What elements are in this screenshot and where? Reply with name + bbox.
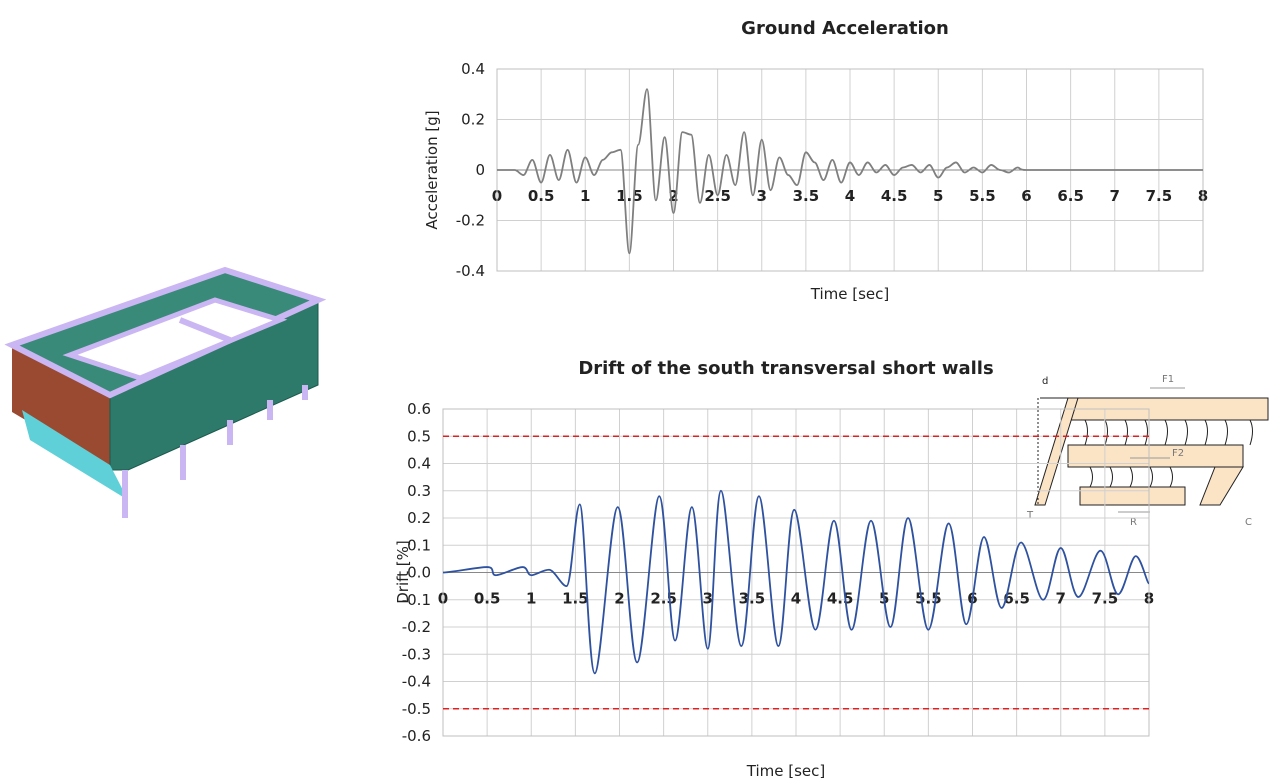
x-tick-label: 7 xyxy=(1110,187,1120,205)
diagram-label: R xyxy=(1130,517,1137,528)
y-tick-label: 0.2 xyxy=(407,509,431,527)
x-tick-label: 3 xyxy=(703,590,713,608)
beam-bottom xyxy=(1079,486,1186,506)
x-tick-label: 5.5 xyxy=(969,187,996,205)
base xyxy=(22,410,128,500)
x-tick-label: 7.5 xyxy=(1092,590,1119,608)
y-tick-label: 0.2 xyxy=(461,111,485,129)
x-tick-label: 1 xyxy=(580,187,590,205)
columns xyxy=(122,385,308,518)
x-tick-label: 0.5 xyxy=(528,187,555,205)
x-tick-label: 3 xyxy=(757,187,767,205)
chart-title: Ground Acceleration xyxy=(741,18,949,39)
y-tick-label: -0.4 xyxy=(402,673,431,691)
beam xyxy=(178,317,232,343)
y-tick-label: -0.4 xyxy=(456,262,485,280)
x-tick-label: 1 xyxy=(526,590,536,608)
diagram-label: T xyxy=(1026,510,1034,521)
wall-diagram: d F1 F2 T R C xyxy=(1026,374,1269,528)
strut-right xyxy=(1199,466,1244,506)
x-tick-label: 7 xyxy=(1056,590,1066,608)
x-tick-label: 6.5 xyxy=(1003,590,1030,608)
y-axis-title: Drift [%] xyxy=(394,540,412,604)
beam-middle xyxy=(1067,444,1244,468)
strut xyxy=(1034,397,1079,506)
y-tick-label: -0.5 xyxy=(402,700,431,718)
y-tick-label: 0.6 xyxy=(407,400,431,418)
y-axis-title: Acceleration [g] xyxy=(423,110,441,229)
opening xyxy=(62,297,288,381)
x-tick-label: 7.5 xyxy=(1146,187,1173,205)
y-tick-label: -0.3 xyxy=(402,645,431,663)
data-line xyxy=(497,88,1203,255)
x-tick-label: 2.5 xyxy=(650,590,677,608)
diagram-label: F2 xyxy=(1172,448,1184,459)
x-tick-label: 6 xyxy=(1021,187,1031,205)
x-tick-label: 1.5 xyxy=(562,590,589,608)
x-tick-label: 5 xyxy=(933,187,943,205)
y-tick-label: -0.6 xyxy=(402,727,431,745)
chart-title: Drift of the south transversal short wal… xyxy=(578,358,993,379)
building-model xyxy=(4,266,327,518)
y-tick-label: 0.4 xyxy=(407,455,431,473)
y-tick-label: -0.2 xyxy=(402,618,431,636)
x-tick-label: 4 xyxy=(845,187,855,205)
x-tick-label: 4.5 xyxy=(827,590,854,608)
x-tick-label: 2 xyxy=(614,590,624,608)
x-tick-label: 2 xyxy=(668,187,678,205)
x-tick-label: 3.5 xyxy=(793,187,820,205)
diagram-label: C xyxy=(1245,517,1252,528)
y-tick-label: 0 xyxy=(475,161,485,179)
x-tick-label: 1.5 xyxy=(616,187,643,205)
y-tick-label: 0.5 xyxy=(407,427,431,445)
x-tick-label: 5.5 xyxy=(915,590,942,608)
x-tick-label: 4.5 xyxy=(881,187,908,205)
x-tick-label: 6.5 xyxy=(1057,187,1084,205)
data-line xyxy=(442,489,1150,675)
y-tick-label: 0.0 xyxy=(407,564,431,582)
x-tick-label: 4 xyxy=(791,590,801,608)
x-axis-title: Time [sec] xyxy=(810,285,889,303)
y-tick-label: 0.4 xyxy=(461,60,485,78)
end-wall xyxy=(12,345,110,470)
y-tick-label: 0.3 xyxy=(407,482,431,500)
diagram-label: F1 xyxy=(1162,374,1174,385)
connectors xyxy=(1084,419,1253,488)
y-tick-label: -0.1 xyxy=(402,591,431,609)
diagram-label: d xyxy=(1042,376,1048,387)
y-tick-label: -0.2 xyxy=(456,212,485,230)
x-tick-label: 0.5 xyxy=(474,590,501,608)
roof-frame xyxy=(4,266,327,399)
x-axis-title: Time [sec] xyxy=(746,762,825,780)
x-tick-label: 3.5 xyxy=(739,590,766,608)
y-tick-label: 0.1 xyxy=(407,536,431,554)
